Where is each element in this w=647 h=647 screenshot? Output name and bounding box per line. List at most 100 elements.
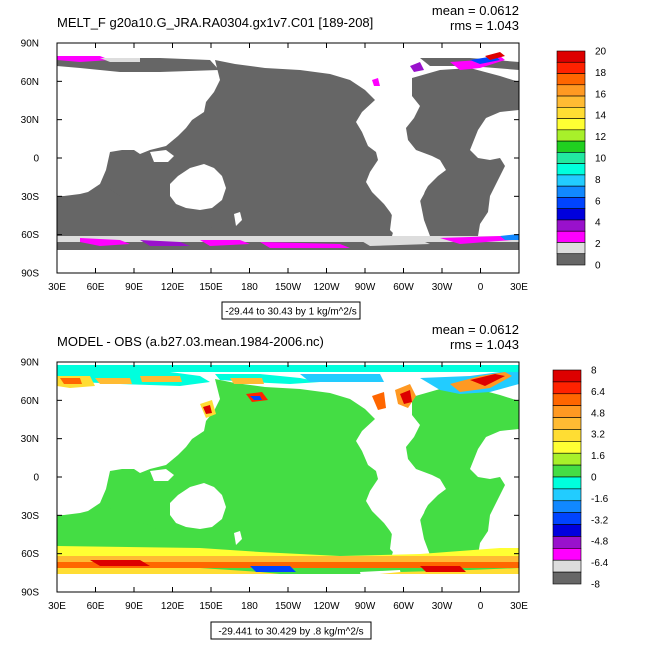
panel1-rms: rms = 1.043 — [450, 18, 519, 33]
x-tick-label: 60E — [87, 601, 105, 612]
x-tick-label: 30E — [48, 282, 66, 293]
colorbar-swatch — [552, 417, 582, 430]
y-tick-label: 30N — [21, 434, 39, 445]
colorbar-swatch — [552, 464, 582, 478]
colorbar-label: 14 — [595, 111, 607, 122]
x-tick-label: 120W — [313, 282, 340, 293]
x-tick-label: 180 — [241, 601, 258, 612]
colorbar-label: 4.8 — [591, 408, 605, 419]
colorbar-swatch — [552, 488, 582, 502]
colorbar-swatch — [556, 129, 586, 142]
y-tick-label: 30S — [21, 511, 39, 522]
panel1-map — [57, 43, 519, 273]
colorbar-swatch — [552, 381, 582, 395]
colorbar-swatch — [556, 208, 586, 221]
colorbar-label: 0 — [591, 473, 597, 484]
colorbar-swatch — [556, 152, 586, 164]
colorbar-label: 20 — [595, 47, 607, 58]
panel1-range-note: -29.44 to 30.43 by 1 kg/m^2/s — [225, 307, 356, 318]
colorbar-swatch — [552, 524, 582, 537]
panel2-range-note: -29.441 to 30.429 by .8 kg/m^2/s — [218, 627, 363, 638]
y-tick-label: 60S — [21, 230, 39, 241]
panel2-range-box — [210, 621, 372, 640]
colorbar-label: -6.4 — [591, 558, 609, 569]
panel1-title: MELT_F g20a10.G_JRA.RA0304.gx1v7.C01 [18… — [57, 15, 373, 30]
colorbar-swatch — [556, 61, 586, 74]
colorbar-swatch — [552, 548, 582, 561]
colorbar-label: -4.8 — [591, 537, 609, 548]
x-tick-label: 30W — [432, 282, 453, 293]
panel2-rms: rms = 1.043 — [450, 337, 519, 352]
x-tick-label: 30W — [432, 601, 453, 612]
colorbar-swatch — [556, 230, 586, 243]
x-tick-label: 150E — [199, 282, 223, 293]
x-tick-label: 60W — [393, 282, 414, 293]
panel1-range-box — [221, 301, 361, 320]
panel-model-obs: MODEL - OBS (a.b27.03.mean.1984-2006.nc)… — [21, 322, 609, 640]
colorbar-label: 3.2 — [591, 430, 605, 441]
y-tick-label: 90N — [21, 358, 39, 369]
panel1-sea-ice-edges — [57, 52, 519, 248]
x-tick-label: 150W — [275, 601, 302, 612]
colorbar-label: -8 — [591, 580, 600, 591]
y-tick-label: 90S — [21, 269, 39, 280]
colorbar-swatch — [552, 536, 582, 549]
y-tick-label: 60N — [21, 396, 39, 407]
colorbar-label: 12 — [595, 132, 607, 143]
colorbar-label: -1.6 — [591, 494, 609, 505]
y-tick-label: 90N — [21, 39, 39, 50]
colorbar-swatch — [552, 405, 582, 418]
x-tick-label: 90E — [125, 282, 143, 293]
x-tick-label: 30E — [48, 601, 66, 612]
x-tick-label: 90W — [355, 282, 376, 293]
colorbar-swatch — [556, 185, 586, 198]
colorbar-swatch — [556, 73, 586, 86]
colorbar-label: -3.2 — [591, 515, 609, 526]
y-tick-label: 60N — [21, 77, 39, 88]
x-tick-label: 90E — [125, 601, 143, 612]
colorbar-swatch — [552, 571, 582, 585]
x-tick-label: 0 — [478, 601, 484, 612]
x-tick-label: 120E — [161, 282, 185, 293]
x-tick-label: 60E — [87, 282, 105, 293]
colorbar-label: 1.6 — [591, 451, 605, 462]
panel2-colorbar: 8 6.4 4.8 3.2 1.6 0 -1.6 -3.2 -4.8 -6.4 -8 — [552, 366, 609, 591]
x-tick-label: 90W — [355, 601, 376, 612]
colorbar-swatch — [556, 174, 586, 187]
colorbar-swatch — [552, 512, 582, 525]
panel1-mean: mean = 0.0612 — [432, 3, 519, 18]
colorbar-swatch — [556, 84, 586, 97]
y-tick-label: 60S — [21, 549, 39, 560]
colorbar-label: 16 — [595, 89, 607, 100]
x-tick-label: 60W — [393, 601, 414, 612]
colorbar-swatch — [556, 219, 586, 232]
panel-melt-f: MELT_F g20a10.G_JRA.RA0304.gx1v7.C01 [18… — [21, 3, 607, 320]
colorbar-label: 8 — [591, 366, 597, 377]
colorbar-swatch — [556, 197, 586, 209]
x-tick-label: 180 — [241, 282, 258, 293]
colorbar-label: 6 — [595, 196, 601, 207]
colorbar-label: 4 — [595, 218, 601, 229]
colorbar-swatch — [552, 476, 582, 490]
panel2-mean: mean = 0.0612 — [432, 322, 519, 337]
colorbar-label: 8 — [595, 175, 601, 186]
y-tick-label: 30S — [21, 192, 39, 203]
colorbar-swatch — [556, 95, 586, 108]
colorbar-swatch — [556, 118, 586, 131]
colorbar-swatch — [552, 452, 582, 466]
colorbar-swatch — [552, 500, 582, 513]
colorbar-swatch — [556, 50, 586, 63]
panel1-land — [57, 98, 430, 236]
colorbar-label: 6.4 — [591, 387, 605, 398]
x-tick-label: 150E — [199, 601, 223, 612]
colorbar-label: 10 — [595, 154, 607, 165]
colorbar-swatch — [556, 107, 586, 119]
panel2-axes: 30E 60E 90E 120E 150E 180 150W 120W 90W 60W 30W 0 30… — [21, 358, 529, 613]
y-tick-label: 30N — [21, 115, 39, 126]
x-tick-label: 120E — [161, 601, 185, 612]
colorbar-swatch — [556, 140, 586, 153]
x-tick-label: 30E — [510, 282, 528, 293]
colorbar-label: 0 — [595, 261, 601, 272]
